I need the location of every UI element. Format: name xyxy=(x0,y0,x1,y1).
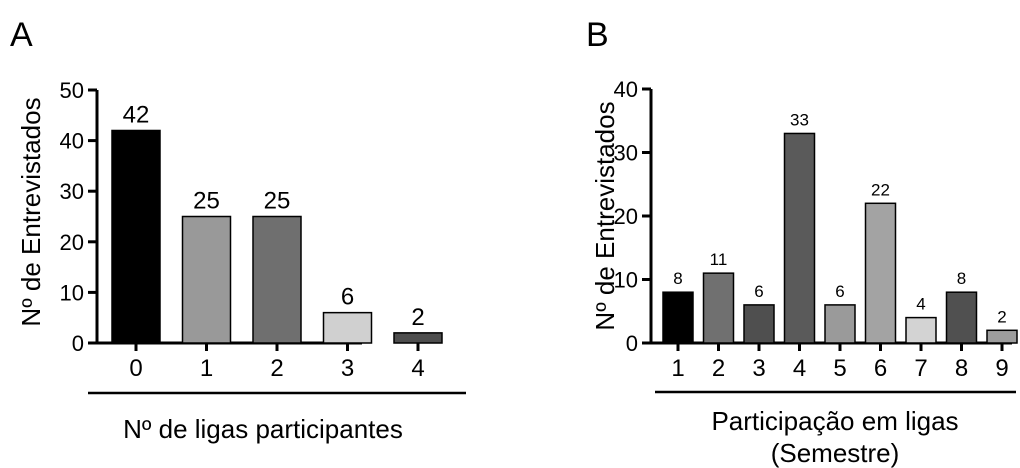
x-axis-title-b-line2: (Semestre) xyxy=(771,438,900,468)
x-tick-label-a-2: 2 xyxy=(270,355,283,382)
data-label-b-5: 6 xyxy=(835,282,844,301)
data-label-a-1: 25 xyxy=(193,188,220,215)
x-tick-label-b-5: 5 xyxy=(833,355,846,382)
y-tick-label-a: 10 xyxy=(60,280,84,305)
x-tick-label-b-4: 4 xyxy=(793,355,806,382)
data-label-a-4: 2 xyxy=(411,304,424,331)
y-tick-label-b: 10 xyxy=(614,268,638,293)
bar-a-3 xyxy=(322,311,373,344)
bar-b-6 xyxy=(864,202,897,344)
y-tick-label-b: 0 xyxy=(626,331,638,356)
y-tick-label-b: 20 xyxy=(614,204,638,229)
data-label-b-6: 22 xyxy=(871,180,890,199)
bar-b-3 xyxy=(743,304,775,344)
x-tick-label-b-2: 2 xyxy=(712,355,725,382)
y-tick-label-a: 30 xyxy=(60,179,84,204)
bar-b-1 xyxy=(662,291,694,344)
y-axis-title-b: Nº de Entrevistados xyxy=(590,101,620,330)
x-tick-label-a-3: 3 xyxy=(341,355,354,382)
x-axis-title-a: Nº de ligas participantes xyxy=(123,414,403,444)
data-label-b-7: 4 xyxy=(916,295,925,314)
bar-b-7 xyxy=(905,316,937,344)
y-tick-label-b: 30 xyxy=(614,141,638,166)
x-tick-label-b-1: 1 xyxy=(671,355,684,382)
panel-label-a: A xyxy=(10,16,33,54)
bar-b-8 xyxy=(945,291,978,344)
data-label-b-4: 33 xyxy=(790,110,809,129)
x-tick-label-b-7: 7 xyxy=(914,355,927,382)
bar-a-4 xyxy=(393,332,443,344)
x-tick-label-a-0: 0 xyxy=(129,355,142,382)
data-label-b-3: 6 xyxy=(754,282,763,301)
data-label-b-9: 2 xyxy=(997,307,1006,326)
x-tick-label-a-4: 4 xyxy=(411,355,424,382)
x-tick-label-b-8: 8 xyxy=(955,355,968,382)
bar-b-5 xyxy=(824,304,856,344)
x-tick-label-b-3: 3 xyxy=(752,355,765,382)
x-tick-label-b-6: 6 xyxy=(874,355,887,382)
x-axis-title-b-line1: Participação em ligas xyxy=(711,406,958,436)
x-tick-label-a-1: 1 xyxy=(200,355,213,382)
data-label-b-1: 8 xyxy=(673,269,682,288)
y-tick-label-a: 50 xyxy=(60,78,84,103)
y-tick-label-a: 40 xyxy=(60,129,84,154)
data-label-a-2: 25 xyxy=(264,188,291,215)
plot-area-a: 0 10 20 30 40 50 42 0 25 1 25 2 6 3 2 4 xyxy=(60,78,466,395)
x-tick-label-b-9: 9 xyxy=(995,355,1008,382)
bar-b-4 xyxy=(783,132,816,344)
bar-b-2 xyxy=(702,272,735,344)
data-label-b-2: 11 xyxy=(710,250,728,269)
y-tick-label-a: 0 xyxy=(72,331,84,356)
y-axis-title-a: Nº de Entrevistados xyxy=(16,97,46,326)
data-label-b-8: 8 xyxy=(957,269,966,288)
data-label-a-0: 42 xyxy=(123,101,150,128)
y-tick-label-b: 40 xyxy=(614,77,638,102)
bar-a-0 xyxy=(111,129,161,344)
bar-a-2 xyxy=(252,215,302,344)
data-label-a-3: 6 xyxy=(341,284,354,311)
panel-label-b: B xyxy=(586,16,609,54)
y-tick-label-a: 20 xyxy=(60,230,84,255)
bar-b-9 xyxy=(986,329,1018,344)
bar-a-1 xyxy=(181,215,232,344)
